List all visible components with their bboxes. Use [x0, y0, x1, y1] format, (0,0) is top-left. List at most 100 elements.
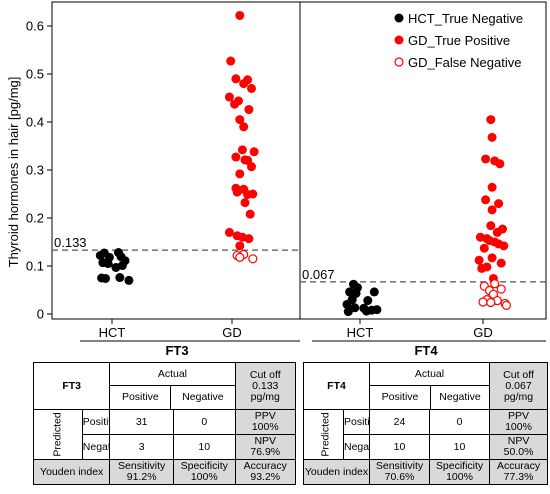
ft3-table-title: FT3 — [32, 362, 111, 410]
ft4-specificity-label: Specificity — [435, 460, 484, 472]
ft3-npv-value: 76.9% — [250, 446, 281, 458]
ft4-cutoff-title: Cut off — [503, 368, 534, 381]
ft4-point-gd-true-positive — [499, 241, 509, 251]
ft3-confusion-table: FT3 Actual Positive Negative Cut off 0.1… — [32, 362, 296, 485]
ft4-point-gd-true-positive — [474, 255, 484, 265]
ft4-sensitivity-cell: Sensitivity 70.6% — [369, 459, 431, 485]
ft3-fp-value: 0 — [172, 409, 236, 435]
ft3-fn-value: 3 — [109, 434, 174, 460]
ft4-panel-title: FT4 — [414, 343, 438, 358]
ft3-sensitivity-value: 91.2% — [126, 471, 157, 483]
ft4-specificity-value: 100% — [446, 471, 473, 483]
ft3-predicted-negative-label: Negative — [81, 434, 111, 460]
ft3-point-gd-true-positive — [235, 241, 245, 251]
ft3-point-hct-true-negative — [103, 259, 113, 269]
ft3-point-gd-true-positive — [230, 99, 240, 109]
ft3-point-gd-true-positive — [244, 234, 254, 244]
ft4-fn-value: 10 — [369, 434, 431, 460]
ft3-point-gd-false-negative — [248, 254, 258, 264]
ft4-sensitivity-label: Sensitivity — [375, 460, 424, 472]
ft4-point-gd-true-positive — [494, 199, 504, 209]
ft4-point-gd-true-positive — [487, 205, 497, 215]
ft3-specificity-cell: Specificity 100% — [172, 459, 236, 485]
ft4-actual-positive-label: Positive — [371, 386, 432, 409]
x-category-label-gd: GD — [473, 325, 493, 340]
ft4-point-hct-true-negative — [350, 303, 360, 313]
ft3-point-gd-true-positive — [249, 147, 259, 157]
ft4-predicted-label: Predicted — [319, 412, 332, 457]
ft3-panel-title: FT3 — [165, 343, 188, 358]
ft4-point-hct-true-negative — [343, 307, 353, 317]
ft4-point-gd-false-negative — [490, 279, 500, 289]
ft3-cutoff-unit: pg/mg — [250, 390, 280, 403]
ft4-accuracy-cell: Accuracy 77.3% — [489, 459, 549, 485]
ft4-plot-frame — [299, 1, 547, 320]
ft3-ppv-label: PPV — [254, 410, 276, 422]
ft4-predicted-negative-label: Negative — [342, 434, 371, 460]
ft3-actual-positive-label: Positive — [111, 386, 172, 409]
ft4-point-gd-true-positive — [481, 154, 491, 164]
ft3-predicted-positive-label: Positive — [81, 409, 111, 435]
ft3-actual-header-cell: Actual Positive Negative — [109, 362, 236, 410]
ft4-cutoff-unit: pg/mg — [503, 390, 534, 403]
ft3-point-gd-true-positive — [226, 56, 236, 66]
ft3-point-gd-true-positive — [237, 145, 247, 155]
ft3-ppv-value: 100% — [251, 421, 279, 433]
legend: HCT_True Negative GD_True Positive GD_Fa… — [394, 11, 523, 70]
ft3-point-gd-true-positive — [243, 189, 253, 199]
ft3-accuracy-cell: Accuracy 93.2% — [234, 459, 296, 485]
ft4-point-hct-true-negative — [363, 296, 373, 306]
scatter-chart: Thyroid hormones in hair [pg/mg] 0 0.1 0.2… — [6, 1, 547, 358]
ft3-cutoff-value: 0.133 — [252, 379, 279, 392]
ft3-point-hct-true-negative — [101, 273, 110, 283]
ft3-point-gd-true-positive — [247, 162, 256, 172]
ft4-point-gd-true-positive — [479, 243, 489, 253]
y-tick-label: 0.1 — [26, 259, 44, 274]
ft4-predicted-positive-label: Positive — [342, 409, 371, 435]
x-category-label-hct: HCT — [347, 325, 374, 340]
ft4-point-hct-true-negative — [342, 299, 352, 309]
ft4-sensitivity-value: 70.6% — [384, 471, 415, 483]
ft4-point-gd-false-negative — [501, 300, 511, 310]
ft4-actual-negative-label: Negative — [439, 391, 481, 403]
ft3-point-hct-true-negative — [115, 273, 125, 283]
ft3-npv-cell: NPV 76.9% — [234, 434, 296, 460]
ft4-ppv-value: 100% — [505, 421, 532, 433]
ft3-cutoff-label: 0.133 — [54, 235, 87, 250]
ft4-fp-value: 0 — [429, 409, 491, 435]
ft4-point-gd-false-negative — [478, 297, 488, 307]
ft4-x-axis-categories: HCT GD — [347, 319, 493, 340]
ft4-point-hct-true-negative — [372, 305, 382, 315]
y-tick-label: 0 — [37, 307, 44, 322]
ft4-point-gd-true-positive — [486, 221, 496, 231]
ft4-panel: 0.067 HCT GD FT4 — [299, 1, 547, 358]
ft4-point-gd-true-positive — [495, 159, 505, 169]
ft3-point-gd-true-positive — [235, 115, 245, 125]
legend-label-gd-false-negative: GD_False Negative — [408, 55, 521, 70]
ft4-accuracy-label: Accuracy — [496, 460, 541, 472]
ft4-youden-label: Youden index — [302, 459, 371, 485]
ft4-predicted-cell: Predicted — [303, 409, 344, 460]
ft3-sensitivity-cell: Sensitivity 91.2% — [109, 459, 174, 485]
ft3-point-gd-true-positive — [224, 92, 234, 102]
ft3-point-gd-true-positive — [231, 152, 241, 162]
ft3-cutoff-title: Cut off — [249, 368, 281, 381]
ft3-sensitivity-label: Sensitivity — [118, 460, 166, 472]
ft3-ppv-cell: PPV 100% — [234, 409, 296, 435]
ft3-actual-label: Actual — [110, 364, 234, 386]
ft4-cutoff-cell: Cut off 0.067 pg/mg — [489, 362, 549, 410]
ft3-point-hct-true-negative — [111, 262, 121, 272]
x-category-label-gd: GD — [222, 325, 242, 340]
ft4-point-gd-false-negative — [486, 297, 496, 308]
ft3-tp-value: 31 — [109, 409, 174, 435]
ft3-point-gd-false-negative — [235, 252, 245, 262]
ft4-point-hct-true-negative — [362, 306, 371, 316]
ft3-cutoff-cell: Cut off 0.133 pg/mg — [234, 362, 296, 410]
ft4-point-gd-true-positive — [487, 182, 497, 192]
ft3-npv-label: NPV — [254, 435, 277, 447]
ft3-point-gd-true-positive — [245, 209, 255, 219]
ft4-points — [342, 115, 511, 317]
ft3-accuracy-label: Accuracy — [243, 460, 287, 472]
ft3-points — [95, 10, 259, 285]
x-category-label-hct: HCT — [99, 325, 126, 340]
